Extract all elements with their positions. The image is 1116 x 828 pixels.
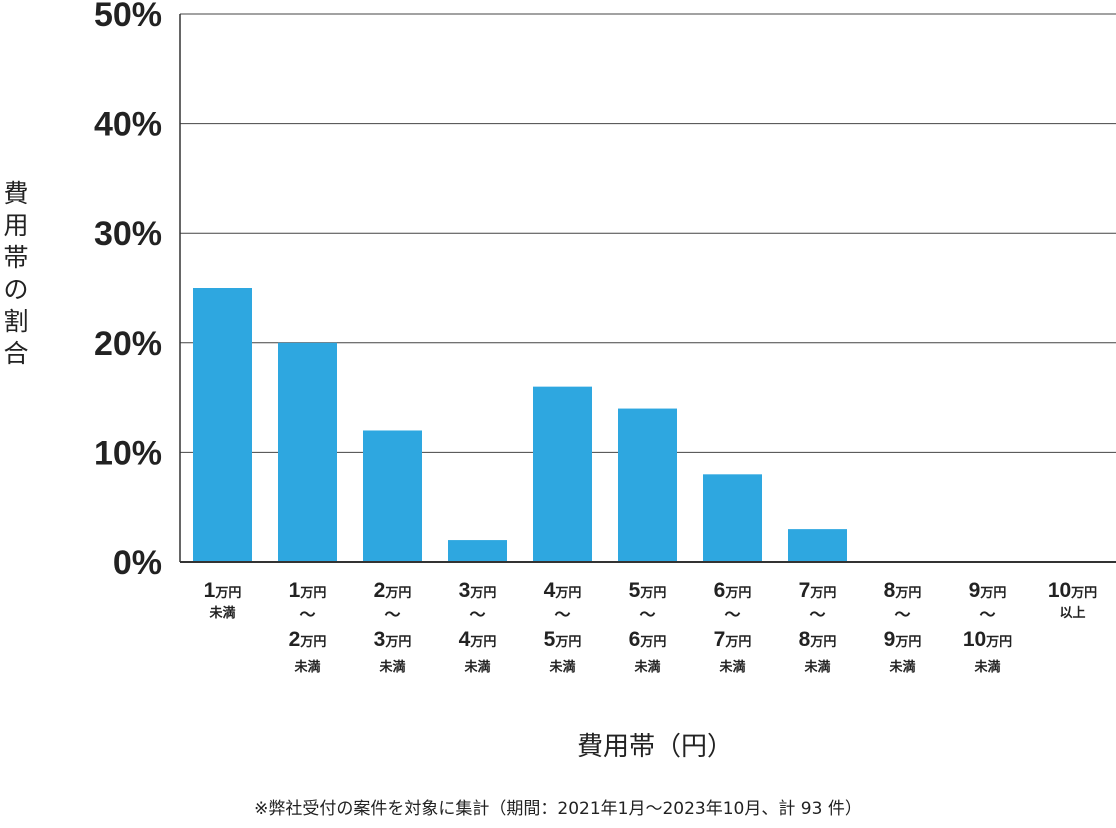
svg-text:4万円: 4万円	[544, 579, 582, 602]
svg-text:6万円: 6万円	[629, 628, 667, 651]
svg-text:10万円: 10万円	[1048, 579, 1097, 602]
svg-text:未満: 未満	[888, 659, 915, 675]
svg-text:5万円: 5万円	[629, 579, 667, 602]
svg-text:〜: 〜	[894, 605, 910, 624]
svg-text:7万円: 7万円	[799, 579, 837, 602]
svg-text:未満: 未満	[463, 659, 490, 675]
svg-text:未満: 未満	[633, 659, 660, 675]
bar	[193, 288, 252, 562]
axes	[179, 14, 1116, 563]
y-tick-label: 20%	[94, 325, 162, 363]
svg-text:9万円: 9万円	[969, 579, 1007, 602]
svg-text:3万円: 3万円	[374, 628, 412, 651]
svg-text:〜: 〜	[809, 605, 825, 624]
svg-text:未満: 未満	[803, 659, 830, 675]
bar	[448, 540, 507, 562]
svg-text:〜: 〜	[724, 605, 740, 624]
svg-text:未満: 未満	[718, 659, 745, 675]
svg-text:6万円: 6万円	[714, 579, 752, 602]
bar	[533, 386, 592, 562]
y-tick-label: 40%	[94, 106, 162, 144]
svg-text:4万円: 4万円	[459, 628, 497, 651]
footnote: ※弊社受付の案件を対象に集計（期間：2021年1月～2023年10月、計 93 …	[254, 799, 862, 819]
bar	[278, 342, 337, 562]
bar	[618, 408, 677, 562]
svg-text:8万円: 8万円	[884, 579, 922, 602]
svg-text:〜: 〜	[469, 605, 485, 624]
bar	[788, 529, 847, 562]
y-axis-label: 費用帯の割合	[3, 179, 29, 368]
svg-text:未満: 未満	[378, 659, 405, 675]
svg-text:〜: 〜	[639, 605, 655, 624]
svg-text:未満: 未満	[208, 605, 235, 621]
svg-text:以上: 以上	[1059, 606, 1085, 621]
x-axis-label: 費用帯（円）	[576, 732, 733, 762]
svg-text:3万円: 3万円	[459, 579, 497, 602]
svg-text:〜: 〜	[384, 605, 400, 624]
y-tick-labels: 0% 10% 20% 30% 40% 50%	[94, 0, 162, 582]
bar	[363, 430, 422, 562]
bar	[703, 474, 762, 562]
y-tick-label: 0%	[113, 544, 162, 582]
y-tick-label: 50%	[94, 0, 162, 34]
y-tick-label: 10%	[94, 434, 162, 472]
svg-text:8万円: 8万円	[799, 628, 837, 651]
svg-text:〜: 〜	[979, 605, 995, 624]
svg-text:10万円: 10万円	[963, 628, 1012, 651]
svg-text:7万円: 7万円	[714, 628, 752, 651]
svg-text:1万円: 1万円	[204, 579, 242, 602]
bars	[193, 288, 847, 562]
svg-text:〜: 〜	[554, 605, 570, 624]
svg-text:2万円: 2万円	[289, 628, 327, 651]
svg-text:〜: 〜	[299, 605, 315, 624]
svg-text:未満: 未満	[973, 659, 1000, 675]
x-category-labels: 1万円未満1万円〜2万円未満2万円〜3万円未満3万円〜4万円未満4万円〜5万円未…	[204, 579, 1098, 675]
svg-text:9万円: 9万円	[884, 628, 922, 651]
svg-text:5万円: 5万円	[544, 628, 582, 651]
svg-text:2万円: 2万円	[374, 579, 412, 602]
svg-text:未満: 未満	[548, 659, 575, 675]
svg-text:1万円: 1万円	[289, 579, 327, 602]
y-tick-label: 30%	[94, 215, 162, 253]
svg-text:未満: 未満	[293, 659, 320, 675]
